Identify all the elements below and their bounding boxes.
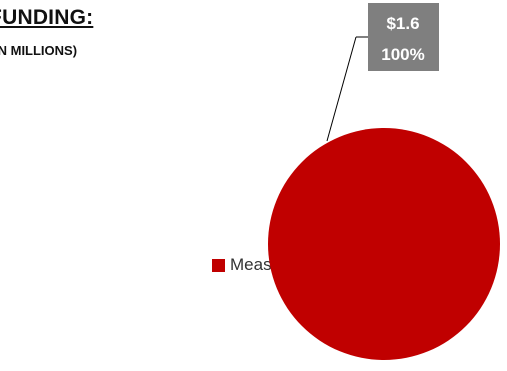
leader-line-segment: [326, 36, 357, 142]
legend-swatch-measure-h: [212, 258, 225, 272]
chart-subtitle: IN MILLIONS): [0, 43, 78, 58]
data-label-percent: 100%: [381, 45, 424, 64]
pie-slice-measure-h: [268, 128, 500, 360]
data-label-value: $1.6: [386, 14, 419, 33]
data-label-box: [368, 3, 439, 71]
chart-title: T FUNDING:: [0, 6, 94, 29]
